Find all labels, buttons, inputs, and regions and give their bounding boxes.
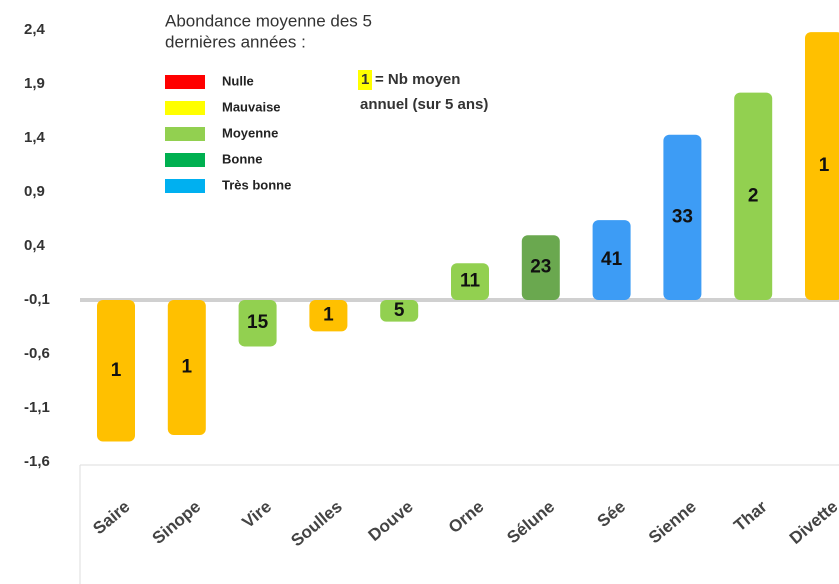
y-tick-label: -0,1 [24,291,50,308]
bar [167,300,206,435]
x-tick-label: Divette [786,497,839,548]
data-label: 2 [748,185,759,206]
bar [380,300,419,322]
x-tick-label: Sélune [503,497,558,547]
y-tick-label: 0,4 [24,237,46,254]
bar [592,220,631,300]
note-text: annuel (sur 5 ans) [360,96,488,113]
bar [309,300,348,332]
note-text: = Nb moyen [375,71,460,88]
bar [663,134,702,300]
x-tick-label: Orne [445,497,488,537]
legend-swatch [165,75,205,89]
data-label: 15 [247,312,269,333]
x-tick-label: Thar [730,497,771,535]
legend-label: Moyenne [222,125,278,140]
y-tick-label: -1,1 [24,399,50,416]
y-tick-label: 2,4 [24,21,46,38]
data-label: 1 [182,357,193,378]
legend-label: Mauvaise [222,99,281,114]
x-tick-label: Soulles [287,497,346,550]
x-tick-label: Sienne [645,497,700,547]
bar [451,263,489,300]
data-label: 11 [460,271,481,292]
bar [521,235,560,300]
data-label: 1 [111,360,122,381]
x-tick-label: Sée [594,497,629,531]
legend-swatch [165,127,205,141]
bar [734,92,773,300]
note-key-bg [358,70,372,90]
x-tick-label: Sinope [149,497,205,548]
data-label: 5 [394,300,405,321]
data-label: 1 [819,155,830,176]
x-tick-label: Saire [89,497,133,538]
y-tick-label: 0,9 [24,183,45,200]
legend-label: Nulle [222,73,254,88]
chart-title: Abondance moyenne des 5 [165,11,372,30]
y-tick-label: -1,6 [24,453,50,470]
y-tick-label: 1,9 [24,75,45,92]
x-tick-label: Vire [238,497,275,532]
note-key: 1 [361,71,369,88]
legend-swatch [165,179,205,193]
bar [805,32,839,300]
chart-title: dernières années : [165,32,306,51]
bar [97,300,135,442]
legend-swatch [165,101,205,115]
y-tick-label: 1,4 [24,129,46,146]
data-label: 1 [323,305,334,326]
legend-swatch [165,153,205,167]
x-tick-label: Douve [365,497,417,545]
y-tick-label: -0,6 [24,345,50,362]
data-label: 23 [530,257,551,278]
data-label: 41 [601,249,623,270]
legend-label: Bonne [222,151,262,166]
data-label: 33 [672,206,693,227]
bar [238,300,277,347]
legend-label: Très bonne [222,177,291,192]
